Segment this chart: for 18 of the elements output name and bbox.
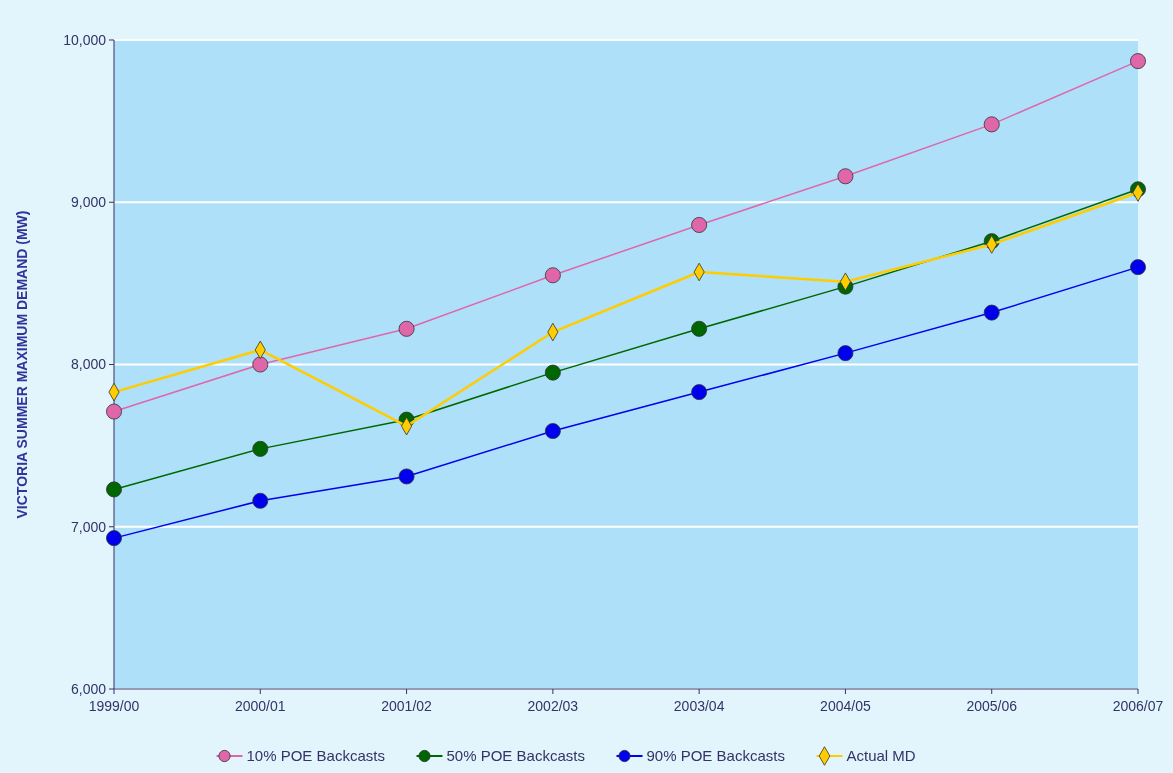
y-tick-label: 10,000 — [63, 31, 107, 48]
y-tick-label: 8,000 — [70, 356, 107, 373]
y-axis-title: VICTORIA SUMMER MAXIMUM DEMAND (MW) — [14, 210, 30, 519]
y-tick-label: 7,000 — [70, 518, 107, 535]
x-tick-label: 2001/02 — [381, 698, 433, 714]
y-tick-label: 6,000 — [70, 680, 107, 697]
x-tick-label: 2005/06 — [966, 698, 1018, 714]
x-tick-label: 2006/07 — [1112, 698, 1164, 714]
legend-label: 10% POE Backcasts — [246, 747, 385, 764]
y-tick-label: 9,000 — [70, 194, 107, 211]
x-tick-label: 2002/03 — [527, 698, 579, 714]
x-tick-label: 2000/01 — [234, 698, 286, 714]
legend-label: 50% POE Backcasts — [446, 747, 585, 764]
x-tick-label: 1999/00 — [88, 698, 140, 714]
x-tick-label: 2003/04 — [673, 698, 725, 714]
x-tick-label: 2004/05 — [820, 698, 871, 714]
legend-label: 90% POE Backcasts — [646, 747, 785, 764]
legend-label: Actual MD — [846, 747, 916, 764]
